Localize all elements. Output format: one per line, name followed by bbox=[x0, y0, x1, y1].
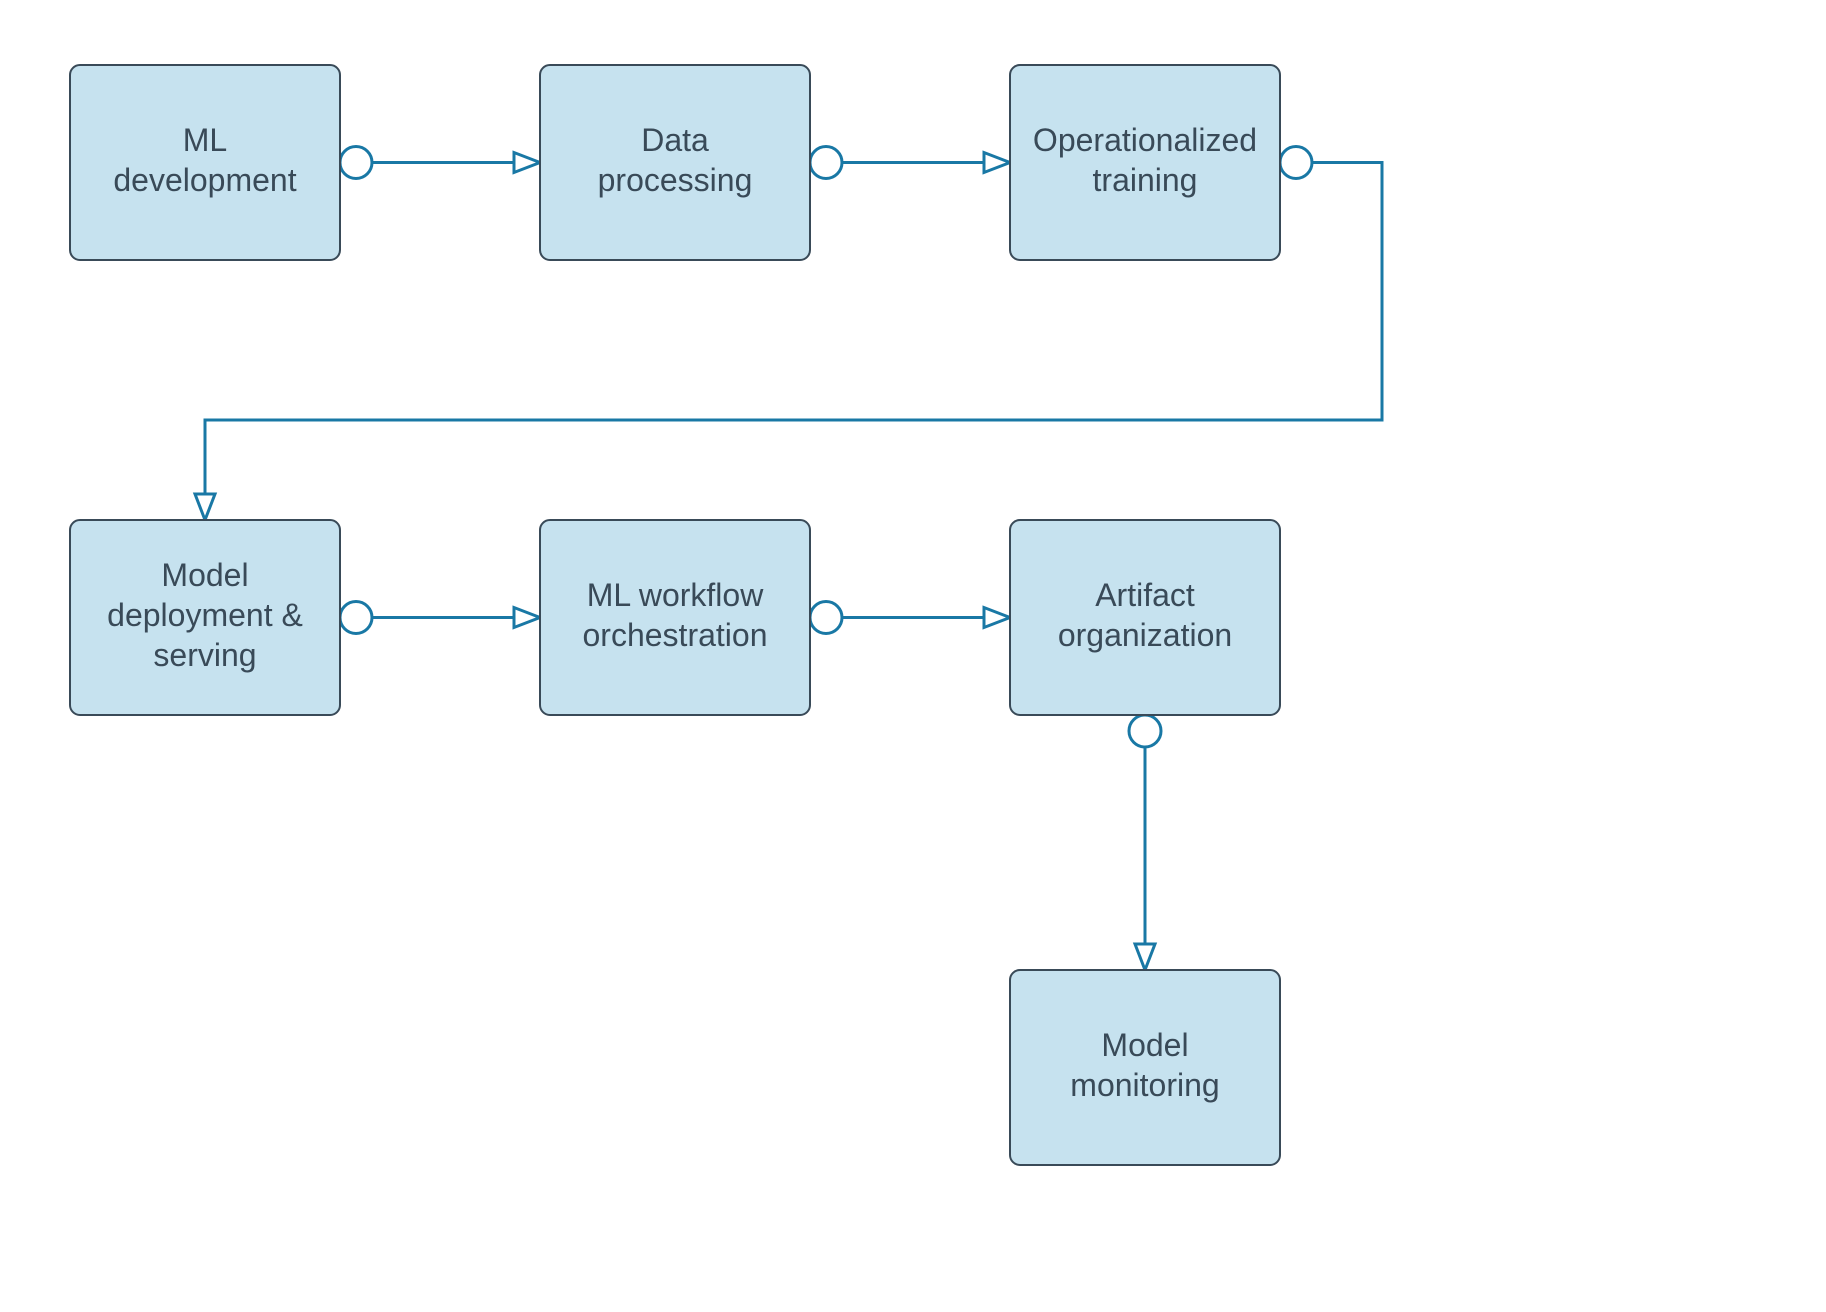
node-op-train: Operationalized training bbox=[1010, 65, 1280, 260]
node-label: development bbox=[113, 162, 296, 198]
edge-e5 bbox=[810, 602, 1010, 634]
node-label: organization bbox=[1058, 617, 1232, 653]
edge-e2 bbox=[810, 147, 1010, 179]
node-label: deployment & bbox=[107, 597, 303, 633]
node-label: ML workflow bbox=[587, 577, 765, 613]
edge-source-circle-icon bbox=[810, 602, 842, 634]
arrow-head-icon bbox=[984, 608, 1010, 628]
node-label: monitoring bbox=[1070, 1067, 1219, 1103]
edge-source-circle-icon bbox=[340, 147, 372, 179]
node-monitor: Model monitoring bbox=[1010, 970, 1280, 1165]
edge-e1 bbox=[340, 147, 540, 179]
nodes-group: ML development Data processing Operationaliz… bbox=[70, 65, 1280, 1165]
node-deploy: Model deployment & serving bbox=[70, 520, 340, 715]
edge-source-circle-icon bbox=[340, 602, 372, 634]
node-label: Model bbox=[161, 557, 248, 593]
node-orchestr: ML workflow orchestration bbox=[540, 520, 810, 715]
arrow-head-icon bbox=[984, 153, 1010, 173]
node-label: Data bbox=[641, 122, 709, 158]
edge-e6 bbox=[1129, 715, 1161, 970]
arrow-head-icon bbox=[514, 608, 540, 628]
arrow-head-icon bbox=[514, 153, 540, 173]
edge-source-circle-icon bbox=[810, 147, 842, 179]
edge-source-circle-icon bbox=[1280, 147, 1312, 179]
edge-e4 bbox=[340, 602, 540, 634]
node-data-proc: Data processing bbox=[540, 65, 810, 260]
node-label: orchestration bbox=[583, 617, 768, 653]
node-label: serving bbox=[153, 637, 256, 673]
node-label: training bbox=[1093, 162, 1198, 198]
node-label: ML bbox=[183, 122, 227, 158]
edge-source-circle-icon bbox=[1129, 715, 1161, 747]
node-label: Operationalized bbox=[1033, 122, 1257, 158]
arrow-head-icon bbox=[195, 494, 215, 520]
node-label: Artifact bbox=[1095, 577, 1195, 613]
flowchart-diagram: ML development Data processing Operationaliz… bbox=[0, 0, 1826, 1312]
arrow-head-icon bbox=[1135, 944, 1155, 970]
node-label: Model bbox=[1101, 1027, 1188, 1063]
node-artifact: Artifact organization bbox=[1010, 520, 1280, 715]
node-label: processing bbox=[598, 162, 753, 198]
node-ml-dev: ML development bbox=[70, 65, 340, 260]
